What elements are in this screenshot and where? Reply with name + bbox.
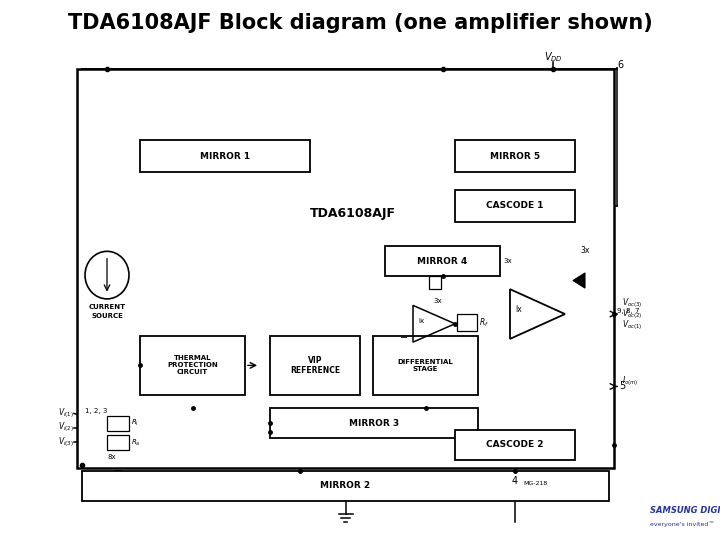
Text: $R_i$: $R_i$ (131, 418, 139, 428)
Bar (140, 140, 310, 172)
Text: MIRROR 4: MIRROR 4 (418, 256, 467, 266)
Text: −: − (400, 333, 408, 343)
Text: SOURCE: SOURCE (91, 313, 123, 319)
Polygon shape (573, 273, 585, 288)
Text: TDA6108AJF: TDA6108AJF (310, 207, 396, 220)
Text: everyone's invited™: everyone's invited™ (650, 521, 715, 526)
Text: $V_{oc(3)}$: $V_{oc(3)}$ (622, 296, 642, 310)
Bar (77, 69, 614, 468)
Text: SAMSUNG DIGITall: SAMSUNG DIGITall (650, 507, 720, 515)
Bar (429, 276, 441, 289)
Text: $I_{o(m)}$: $I_{o(m)}$ (622, 374, 639, 388)
Text: $R_a$: $R_a$ (131, 437, 140, 448)
Text: 6: 6 (617, 60, 623, 70)
Text: 1, 2, 3: 1, 2, 3 (85, 408, 107, 414)
Text: 3x: 3x (433, 298, 442, 304)
Bar (270, 336, 360, 395)
Text: MIRROR 5: MIRROR 5 (490, 152, 540, 161)
Text: CURRENT: CURRENT (89, 305, 125, 310)
Bar (385, 246, 500, 276)
Bar (82, 403, 182, 462)
Bar (455, 190, 575, 222)
Text: $V_{DD}$: $V_{DD}$ (544, 50, 562, 64)
Text: Ix: Ix (418, 318, 424, 323)
Bar (373, 240, 610, 441)
Text: 9, 8, 7: 9, 8, 7 (617, 308, 639, 314)
Bar (457, 314, 477, 332)
Text: $V_{oc(1)}$: $V_{oc(1)}$ (622, 318, 642, 332)
Text: MIRROR 2: MIRROR 2 (320, 482, 371, 490)
Text: $V_{i(3)}$: $V_{i(3)}$ (58, 435, 74, 449)
Bar (107, 435, 129, 450)
Bar (82, 471, 609, 501)
Bar (455, 140, 575, 172)
Text: MG-218: MG-218 (523, 481, 547, 487)
Bar (270, 408, 478, 438)
Text: 8x: 8x (107, 454, 116, 460)
Text: $V_{i(2)}$: $V_{i(2)}$ (58, 421, 74, 435)
Text: VIP
REFERENCE: VIP REFERENCE (290, 356, 340, 375)
Text: DIFFERENTIAL
STAGE: DIFFERENTIAL STAGE (397, 359, 454, 372)
Text: TDA6108AJF Block diagram (one amplifier shown): TDA6108AJF Block diagram (one amplifier … (68, 13, 652, 33)
Text: •: • (78, 461, 85, 470)
Bar (455, 430, 575, 460)
Text: 4: 4 (512, 476, 518, 485)
Text: THERMAL
PROTECTION
CIRCUIT: THERMAL PROTECTION CIRCUIT (167, 355, 218, 375)
Text: 3x: 3x (503, 258, 512, 264)
Text: CASCODE 1: CASCODE 1 (486, 201, 544, 211)
Text: Ix: Ix (515, 305, 522, 314)
Bar (373, 336, 478, 395)
Text: $R_f$: $R_f$ (479, 316, 489, 329)
Text: MIRROR 3: MIRROR 3 (349, 418, 399, 428)
Text: 3x: 3x (580, 246, 590, 255)
Text: MIRROR 1: MIRROR 1 (200, 152, 250, 161)
Bar (107, 416, 129, 431)
Text: 5: 5 (619, 381, 625, 391)
Text: CASCODE 2: CASCODE 2 (486, 440, 544, 449)
Bar (140, 336, 245, 395)
Text: $V_{i(1)}$: $V_{i(1)}$ (58, 407, 74, 421)
Text: $V_{oc(2)}$: $V_{oc(2)}$ (622, 307, 642, 321)
